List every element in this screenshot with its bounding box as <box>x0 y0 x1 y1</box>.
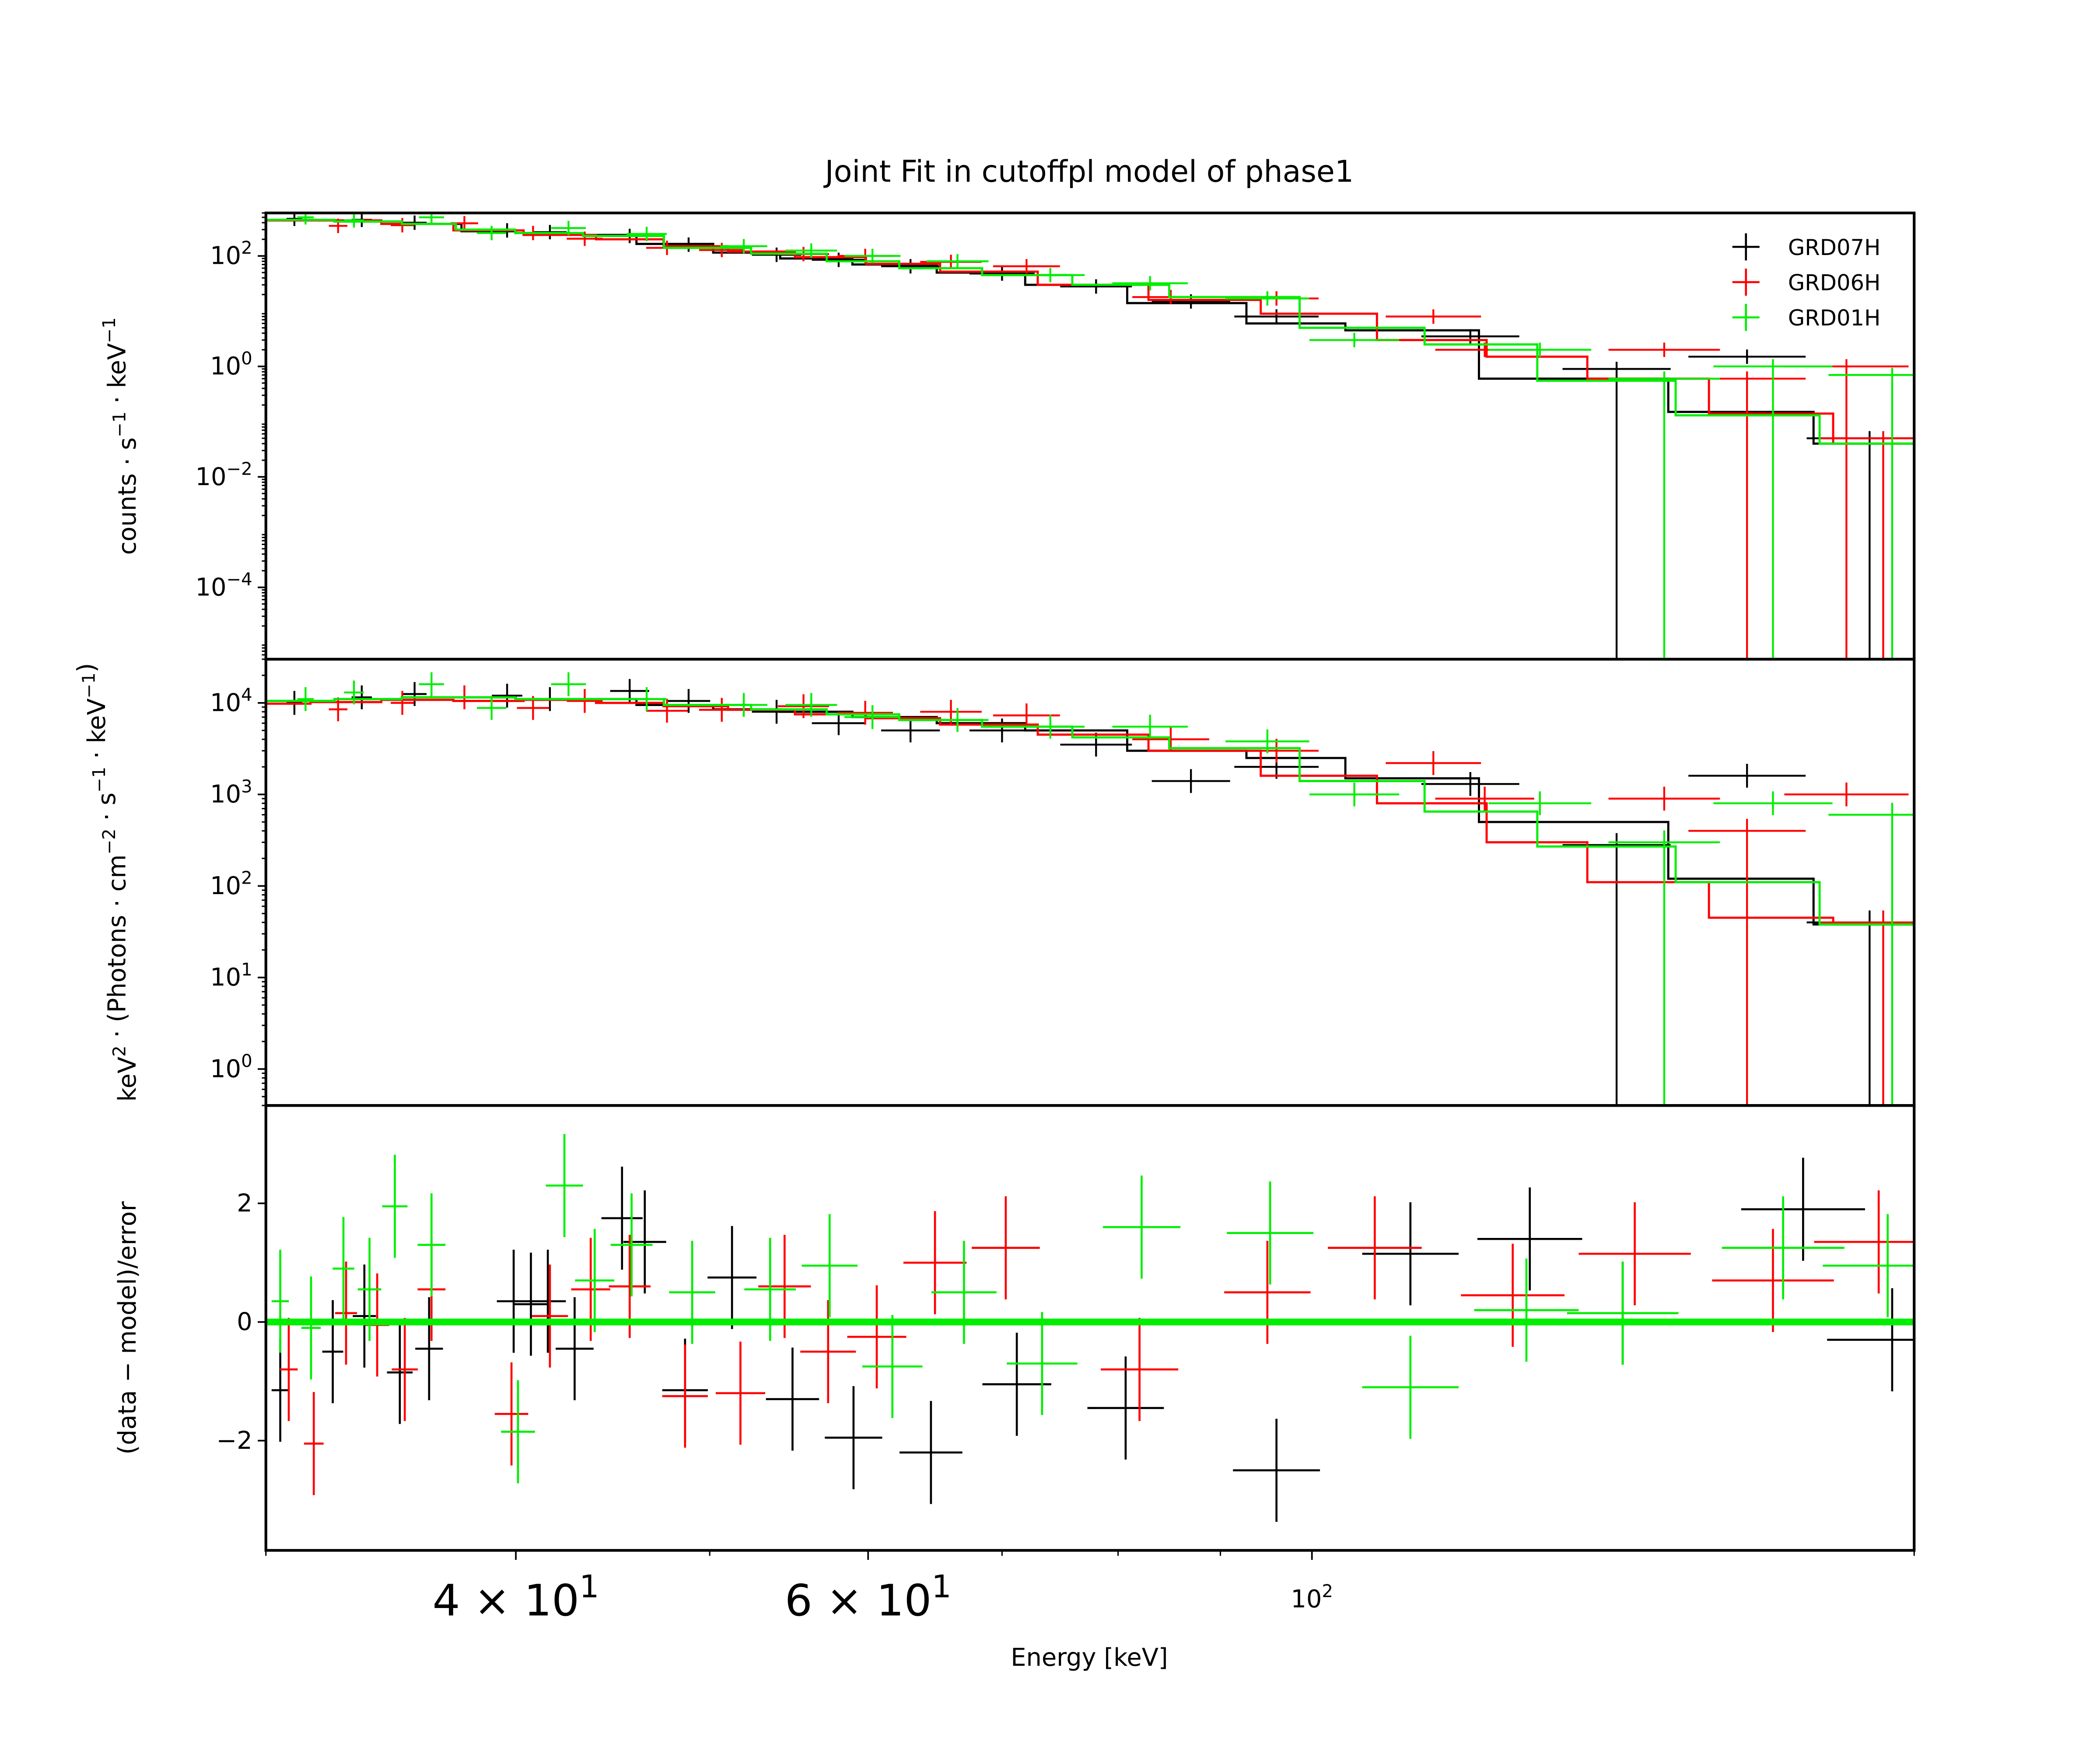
plot-area-unfolded <box>266 672 1914 1106</box>
y-axis-ticks-unfolded: 104 103 102 101 100 <box>210 658 266 1106</box>
x-axis-ticks: 4 × 101 6 × 101 102 <box>265 1550 1915 1626</box>
series-GRD07H-counts <box>266 213 1914 659</box>
y-tick-label: 100 <box>210 349 252 381</box>
series-GRD01H-unfolded <box>266 672 1914 1106</box>
y-tick-label: 0 <box>237 1308 252 1336</box>
x-tick-label: 6 × 101 <box>785 1568 952 1626</box>
legend-item-GRD01H: GRD01H <box>1732 304 1881 331</box>
series-GRD06H-counts <box>266 216 1914 659</box>
model-step-line <box>266 219 1914 445</box>
x-tick-label: 4 × 101 <box>433 1568 599 1626</box>
legend: GRD07H GRD06H GRD01H <box>1732 233 1881 331</box>
y-tick-label: 100 <box>210 1051 252 1083</box>
panel-counts: 102 100 10−2 10−4 counts · s−1 · keV−1 <box>99 211 1916 661</box>
y-axis-label-residuals: (data − model)/error <box>113 1201 142 1454</box>
series-GRD07H-residuals <box>271 1157 1914 1522</box>
x-tick-label: 102 <box>1291 1581 1333 1613</box>
y-axis-ticks-residuals: 2 0 −2 <box>216 1189 266 1455</box>
series-GRD06H-unfolded <box>266 685 1914 1106</box>
y-tick-label: 101 <box>210 960 252 992</box>
y-axis-label-counts: counts · s−1 · keV−1 <box>99 317 142 555</box>
y-tick-label: 102 <box>210 238 252 270</box>
y-axis-ticks-counts: 102 100 10−2 10−4 <box>196 212 266 656</box>
y-axis-label-unfolded: keV2 · (Photons · cm−2 · s−1 · keV−1) <box>72 663 142 1102</box>
series-GRD07H-unfolded <box>266 679 1914 1106</box>
panel-unfolded: 104 103 102 101 100 keV2 · (Photons · cm−2 · … <box>72 657 1916 1107</box>
y-tick-label: 103 <box>210 776 252 808</box>
series-GRD01H-residuals <box>271 1134 1914 1483</box>
legend-label: GRD06H <box>1788 270 1881 296</box>
model-step-line <box>266 219 1914 445</box>
panel-residuals: 2 0 −2 (data − model)/error <box>113 1104 1916 1552</box>
panel-frame-counts <box>264 211 1916 661</box>
legend-item-GRD07H: GRD07H <box>1732 233 1881 261</box>
chart-title: Joint Fit in cutoffpl model of phase1 <box>823 155 1354 189</box>
legend-label: GRD07H <box>1788 235 1881 260</box>
panels: 102 100 10−2 10−4 counts · s−1 · keV−1 104 103… <box>72 211 1916 1552</box>
y-tick-label: 2 <box>237 1189 252 1218</box>
model-step-line <box>266 699 1914 926</box>
y-tick-label: −2 <box>216 1426 252 1455</box>
plot-area-residuals <box>266 1134 1914 1522</box>
panel-frame-residuals <box>264 1104 1916 1552</box>
y-tick-label: 104 <box>210 685 252 717</box>
legend-label: GRD01H <box>1788 305 1881 331</box>
model-step-line <box>266 696 1914 926</box>
x-axis-label: Energy [keV] <box>1011 1643 1168 1672</box>
legend-item-GRD06H: GRD06H <box>1732 268 1881 296</box>
model-step-line <box>266 219 1914 445</box>
y-tick-label: 10−4 <box>196 570 252 601</box>
y-tick-label: 10−2 <box>196 459 252 491</box>
y-tick-label: 102 <box>210 868 252 900</box>
series-GRD06H-residuals <box>280 1190 1914 1495</box>
series-GRD01H-counts <box>266 213 1914 659</box>
plot-area-counts <box>266 213 1914 659</box>
